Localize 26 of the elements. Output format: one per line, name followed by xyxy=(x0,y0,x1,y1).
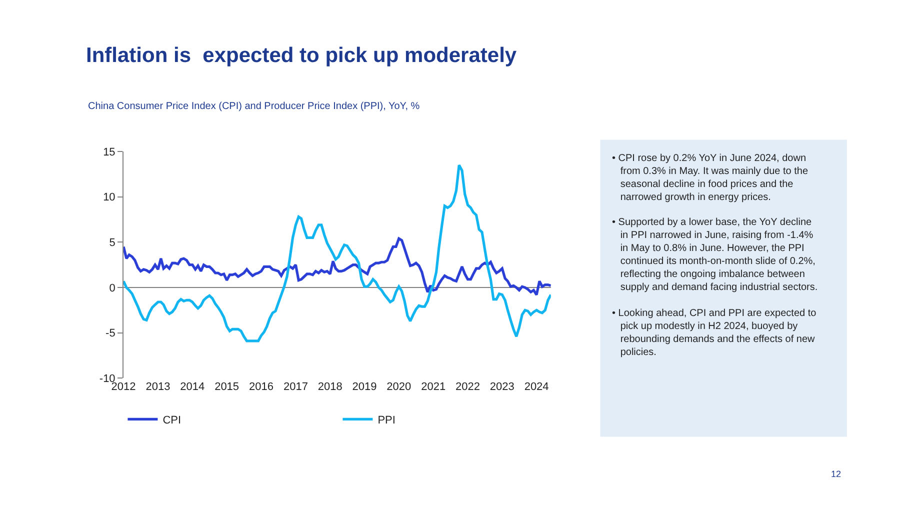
y-tick-label: -5 xyxy=(106,328,116,340)
y-tick-label: 0 xyxy=(109,282,116,294)
y-tick-label: 5 xyxy=(109,237,116,250)
x-tick-label: 2015 xyxy=(214,381,240,394)
x-tick-label: 2017 xyxy=(283,381,308,394)
text: • Looking ahead, CPI and PPI are expected to pick up modestly in H2 2024, buoyed by rebounding demands and the effects of new policies. xyxy=(612,308,817,358)
x-tick-label: 2023 xyxy=(490,381,514,394)
x-tick-label: 2012 xyxy=(111,381,136,394)
text: • CPI rose by 0.2% YoY in June 2024, down from 0.3% in May. It was mainly due to the seasonal decline in food prices and the narrowed growth in energy prices. xyxy=(612,153,808,203)
x-tick-label: 2016 xyxy=(248,381,274,394)
x-tick-label: 2021 xyxy=(421,381,446,394)
text: • Supported by a lower base, the YoY decline in PPI narrowed in June, raising from -1.4% in May to 0.8% in June. However, the PPI continued its month-on-month slide of 0.2%, reflecting the ongoing imbalance between supply and demand facing industrial sectors. xyxy=(612,217,818,293)
legend-label: PPI xyxy=(378,414,396,426)
x-tick-label: 2018 xyxy=(318,381,342,394)
y-tick-label: 10 xyxy=(103,192,116,204)
x-tick-label: 2014 xyxy=(180,381,205,394)
chart-subtitle: China Consumer Price Index (CPI) and Producer Price Index (PPI), YoY, % xyxy=(88,101,420,112)
y-tick-label: 15 xyxy=(103,146,116,158)
chart-title: Inflation is expected to pick up moderately xyxy=(86,44,517,67)
text: 12 xyxy=(831,469,842,479)
x-tick-label: 2024 xyxy=(524,381,549,394)
x-tick-label: 2022 xyxy=(456,381,480,394)
x-tick-label: 2020 xyxy=(386,381,412,394)
x-tick-label: 2013 xyxy=(146,381,170,394)
legend-label: CPI xyxy=(162,414,182,426)
x-tick-label: 2019 xyxy=(352,381,377,394)
